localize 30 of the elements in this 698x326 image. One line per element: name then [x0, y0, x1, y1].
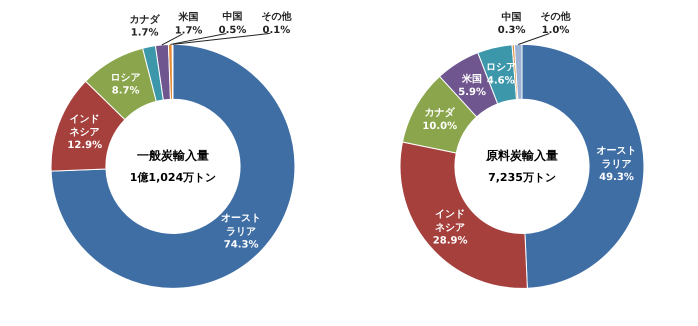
- slice-label: インドネシア: [435, 209, 466, 234]
- text: 7,235万トン: [488, 170, 556, 184]
- data-label: 10.0%: [422, 120, 458, 132]
- slice-label: その他: [540, 10, 572, 23]
- text: 原料炭輸入量: [485, 148, 558, 162]
- slice-label: インドネシア: [70, 114, 100, 138]
- data-label: 0.1%: [262, 24, 290, 36]
- text: 1億1,024万トン: [130, 170, 216, 184]
- slice-label: 中国: [222, 10, 242, 23]
- slice-label: ロシア: [110, 72, 141, 84]
- data-label: 1.7%: [174, 25, 202, 36]
- data-label: 12.9%: [67, 140, 102, 152]
- slice-label: 米国: [178, 11, 199, 24]
- data-label: 74.3%: [224, 240, 258, 251]
- slice-label: 米国: [461, 72, 482, 85]
- data-label: 1.0%: [542, 24, 570, 36]
- data-label: 49.3%: [599, 172, 634, 183]
- slice-label: カナダ: [424, 106, 456, 119]
- text: 一般炭輸入量: [137, 148, 209, 162]
- slice-label: その他: [261, 10, 292, 23]
- slice-label: オーストラリア: [221, 213, 262, 238]
- data-label: 5.9%: [458, 87, 486, 98]
- slice-label: カナダ: [130, 13, 161, 26]
- slice-label: オーストラリア: [596, 146, 637, 170]
- data-label: 1.7%: [130, 28, 159, 39]
- data-label: 28.9%: [432, 235, 468, 246]
- data-label: 0.3%: [498, 25, 526, 36]
- data-label: 8.7%: [112, 86, 140, 97]
- data-label: 0.5%: [218, 24, 246, 36]
- slice-label: 中国: [502, 10, 522, 23]
